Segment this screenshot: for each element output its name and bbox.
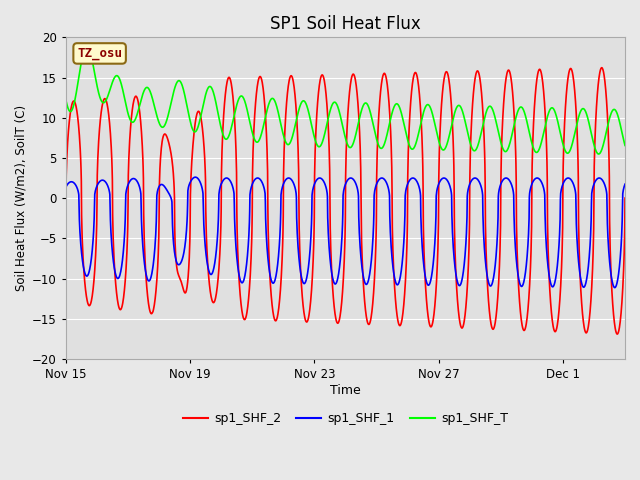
- sp1_SHF_1: [502, 175, 510, 181]
- Title: SP1 Soil Heat Flux: SP1 Soil Heat Flux: [270, 15, 421, 33]
- sp1_SHF_2: [502, 75, 510, 81]
- sp1_SHF_T: [83, 43, 91, 49]
- sp1_SHF_T: [605, 117, 613, 123]
- Y-axis label: Soil Heat Flux (W/m2), SoilT (C): Soil Heat Flux (W/m2), SoilT (C): [15, 105, 28, 291]
- sp1_SHF_2: [613, 331, 621, 337]
- sp1_SHF_T: [62, 97, 70, 103]
- sp1_SHF_1: [334, 274, 342, 280]
- sp1_SHF_T: [334, 105, 342, 110]
- sp1_SHF_T: [605, 116, 613, 122]
- sp1_SHF_2: [62, 195, 70, 201]
- sp1_SHF_2: [91, 271, 99, 277]
- sp1_SHF_2: [605, 146, 612, 152]
- sp1_SHF_1: [91, 203, 99, 209]
- sp1_SHF_2: [605, 157, 613, 163]
- sp1_SHF_T: [502, 148, 510, 154]
- sp1_SHF_2: [621, 195, 629, 201]
- X-axis label: Time: Time: [330, 384, 361, 396]
- sp1_SHF_1: [611, 285, 618, 290]
- Line: sp1_SHF_1: sp1_SHF_1: [66, 177, 625, 288]
- sp1_SHF_2: [598, 65, 605, 71]
- sp1_SHF_1: [605, 252, 613, 258]
- Text: TZ_osu: TZ_osu: [77, 47, 122, 60]
- Line: sp1_SHF_2: sp1_SHF_2: [66, 68, 625, 334]
- Line: sp1_SHF_T: sp1_SHF_T: [66, 46, 625, 154]
- sp1_SHF_T: [91, 71, 99, 77]
- sp1_SHF_T: [621, 143, 629, 148]
- sp1_SHF_1: [605, 249, 612, 254]
- sp1_SHF_1: [191, 174, 199, 180]
- sp1_SHF_2: [319, 73, 327, 79]
- sp1_SHF_1: [62, 184, 70, 190]
- sp1_SHF_1: [319, 178, 327, 183]
- Legend: sp1_SHF_2, sp1_SHF_1, sp1_SHF_T: sp1_SHF_2, sp1_SHF_1, sp1_SHF_T: [178, 407, 513, 430]
- sp1_SHF_T: [595, 151, 602, 157]
- sp1_SHF_2: [334, 320, 342, 326]
- sp1_SHF_T: [319, 136, 327, 142]
- sp1_SHF_1: [621, 181, 629, 187]
